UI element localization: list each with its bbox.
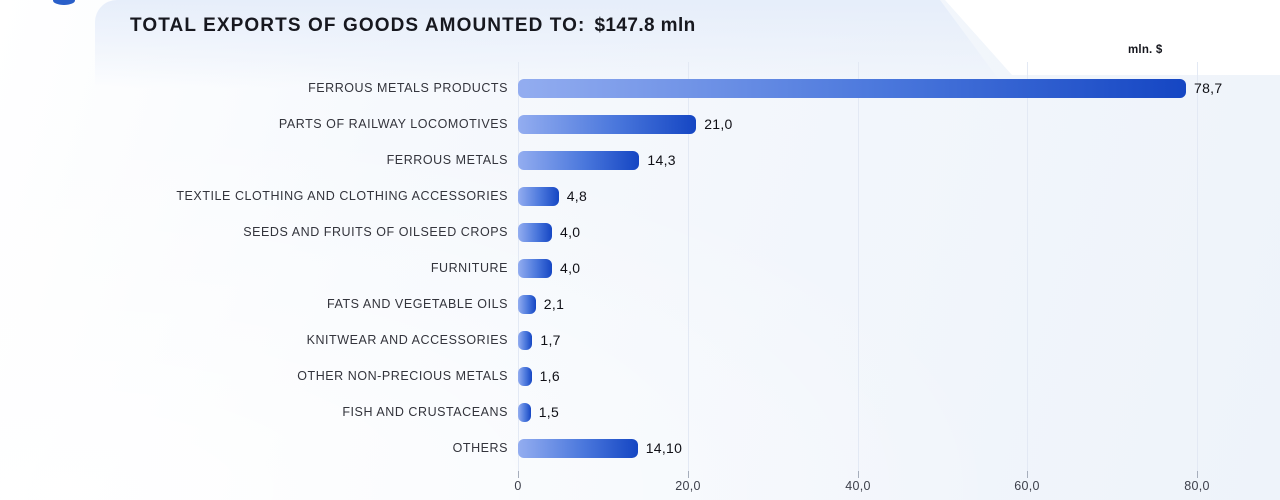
chart-row: SEEDS AND FRUITS OF OILSEED CROPS 4,0 xyxy=(0,214,1280,250)
page-title-prefix: TOTAL EXPORTS OF GOODS AMOUNTED TO: xyxy=(130,15,586,36)
value-label: 1,7 xyxy=(540,332,561,348)
axis-unit-label: mln. $ xyxy=(1128,44,1163,56)
bar-track: 21,0 xyxy=(518,106,1198,142)
bar-track: 78,7 xyxy=(518,70,1222,106)
gridline xyxy=(1027,62,1028,471)
value-label: 14,3 xyxy=(647,152,676,168)
category-label: OTHERS xyxy=(452,441,508,455)
value-label: 14,10 xyxy=(645,440,683,456)
chart-row: OTHER NON-PRECIOUS METALS 1,6 xyxy=(0,358,1280,394)
bar xyxy=(518,438,638,458)
bar-track: 1,6 xyxy=(518,358,1198,394)
bar xyxy=(518,78,1186,98)
bar xyxy=(518,150,640,170)
x-axis-labels: 0 20,0 40,0 60,0 80,0 xyxy=(514,479,1209,495)
chart-row: FURNITURE 4,0 xyxy=(0,250,1280,286)
chart-row: KNITWEAR AND ACCESSORIES 1,7 xyxy=(0,322,1280,358)
value-label: 21,0 xyxy=(704,116,733,132)
bar xyxy=(518,258,552,278)
gridline xyxy=(688,62,689,471)
bar-track: 4,8 xyxy=(518,178,1198,214)
value-label: 78,7 xyxy=(1194,80,1223,96)
chart-row: FERROUS METALS 14,3 xyxy=(0,142,1280,178)
value-label: 1,5 xyxy=(538,404,560,420)
bar xyxy=(518,294,536,314)
bar xyxy=(518,402,531,422)
logo-icon xyxy=(53,0,75,5)
gridline xyxy=(1197,62,1198,471)
chart-row: OTHERS 14,10 xyxy=(0,430,1280,466)
x-axis-tick-label: 0 xyxy=(514,479,522,493)
axis-tick xyxy=(1197,471,1198,478)
value-label: 2,1 xyxy=(543,296,565,312)
category-label: FERROUS METALS xyxy=(386,153,508,167)
chart-row: FATS AND VEGETABLE OILS 2,1 xyxy=(0,286,1280,322)
axis-tick xyxy=(1027,471,1028,478)
bar-chart: FERROUS METALS PRODUCTS 78,7 PARTS OF RAIL… xyxy=(0,70,1280,466)
x-axis-tick-label: 60,0 xyxy=(1014,479,1040,493)
value-label: 4,0 xyxy=(560,224,581,240)
axis-tick xyxy=(858,471,859,478)
chart-row: FISH AND CRUSTACEANS 1,5 xyxy=(0,394,1280,430)
chart-row: TEXTILE CLOTHING AND CLOTHING ACCESSORIE… xyxy=(0,178,1280,214)
category-label: TEXTILE CLOTHING AND CLOTHING ACCESSORIE… xyxy=(176,189,508,203)
category-label: FERROUS METALS PRODUCTS xyxy=(308,81,508,95)
bar-track: 14,10 xyxy=(518,430,1198,466)
value-label: 4,0 xyxy=(560,260,581,276)
bar-track: 1,7 xyxy=(518,322,1198,358)
category-label: SEEDS AND FRUITS OF OILSEED CROPS xyxy=(243,225,508,239)
chart-row: PARTS OF RAILWAY LOCOMOTIVES 21,0 xyxy=(0,106,1280,142)
x-axis-tick-label: 20,0 xyxy=(675,479,701,493)
bar-track: 2,1 xyxy=(518,286,1198,322)
category-label: PARTS OF RAILWAY LOCOMOTIVES xyxy=(278,117,508,131)
bar xyxy=(518,114,697,134)
category-label: FATS AND VEGETABLE OILS xyxy=(327,297,508,311)
page-title-value: $147.8 mln xyxy=(594,15,696,36)
bar-track: 4,0 xyxy=(518,250,1198,286)
category-label: OTHER NON-PRECIOUS METALS xyxy=(297,369,508,383)
axis-tick xyxy=(518,471,519,478)
gridline xyxy=(858,62,859,471)
chart-row: FERROUS METALS PRODUCTS 78,7 xyxy=(0,70,1280,106)
x-axis-tick-label: 40,0 xyxy=(845,479,871,493)
value-label: 1,6 xyxy=(539,368,560,384)
bar xyxy=(518,186,559,206)
category-label: FISH AND CRUSTACEANS xyxy=(342,405,508,419)
bar xyxy=(518,222,552,242)
bar xyxy=(518,366,532,386)
category-label: KNITWEAR AND ACCESSORIES xyxy=(306,333,508,347)
bar xyxy=(518,330,533,350)
value-label: 4,8 xyxy=(566,188,588,204)
category-label: FURNITURE xyxy=(430,261,508,275)
bar-track: 4,0 xyxy=(518,214,1198,250)
axis-tick xyxy=(688,471,689,478)
bar-track: 14,3 xyxy=(518,142,1198,178)
x-axis-tick-label: 80,0 xyxy=(1184,479,1210,493)
bar-track: 1,5 xyxy=(518,394,1198,430)
page-title: TOTAL EXPORTS OF GOODS AMOUNTED TO: $147.… xyxy=(130,12,696,39)
